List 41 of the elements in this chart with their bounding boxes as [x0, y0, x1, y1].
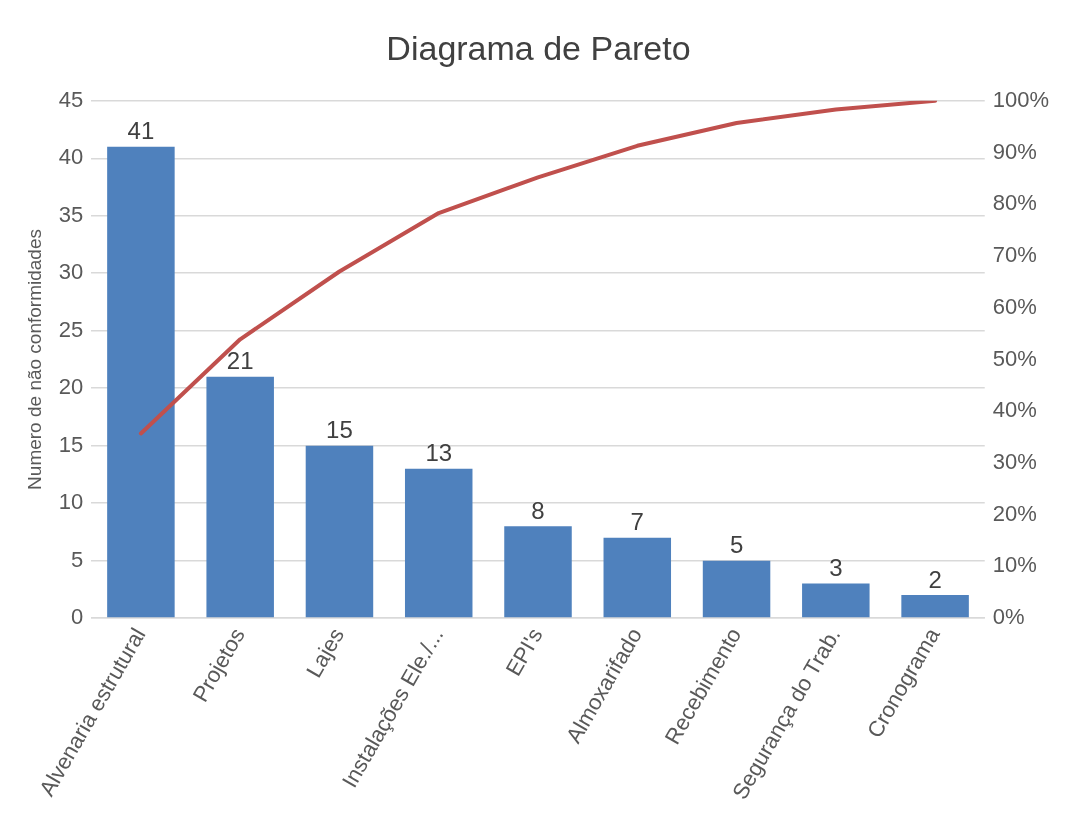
data-label: 21 — [226, 347, 254, 375]
y-tick-label: 15 — [58, 431, 84, 457]
y-tick-label: 10 — [58, 489, 84, 515]
data-label: 13 — [425, 439, 453, 467]
y-tick-label: 35 — [58, 201, 84, 227]
bar — [504, 526, 572, 618]
y2-tick-label: 60% — [992, 293, 1037, 319]
y2-tick-label: 70% — [992, 242, 1037, 268]
bar — [802, 583, 870, 618]
data-label: 2 — [928, 565, 942, 593]
y2-tick-label: 20% — [992, 500, 1037, 526]
y2-tick-label: 10% — [992, 552, 1037, 578]
data-label: 7 — [630, 508, 644, 536]
y-tick-label: 30 — [58, 259, 84, 285]
bar — [603, 537, 672, 618]
bar — [901, 595, 969, 618]
y-axis-title: Numero de não conformidades — [23, 229, 45, 490]
bar — [305, 445, 374, 618]
y2-tick-label: 80% — [992, 190, 1037, 216]
y-tick-label: 40 — [58, 144, 84, 170]
y-tick-label: 5 — [71, 546, 84, 572]
data-label: 8 — [531, 496, 545, 524]
y2-tick-label: 100% — [992, 86, 1050, 112]
y2-tick-label: 90% — [992, 138, 1037, 164]
data-label: 15 — [326, 416, 353, 444]
y2-tick-label: 40% — [992, 397, 1037, 423]
y2-tick-label: 0% — [992, 604, 1025, 630]
bar — [404, 468, 473, 618]
y-tick-label: 45 — [58, 86, 84, 112]
y-tick-label: 0 — [71, 604, 84, 630]
bar — [107, 146, 175, 618]
y-tick-label: 25 — [58, 316, 84, 342]
y-tick-label: 20 — [58, 374, 84, 400]
bar — [702, 560, 771, 618]
bar — [206, 376, 274, 618]
chart-title: Diagrama de Pareto — [386, 28, 691, 67]
data-label: 3 — [829, 554, 843, 582]
data-label: 41 — [127, 117, 155, 145]
y2-tick-label: 30% — [992, 448, 1037, 474]
data-label: 5 — [729, 531, 744, 559]
y2-tick-label: 50% — [992, 345, 1037, 371]
